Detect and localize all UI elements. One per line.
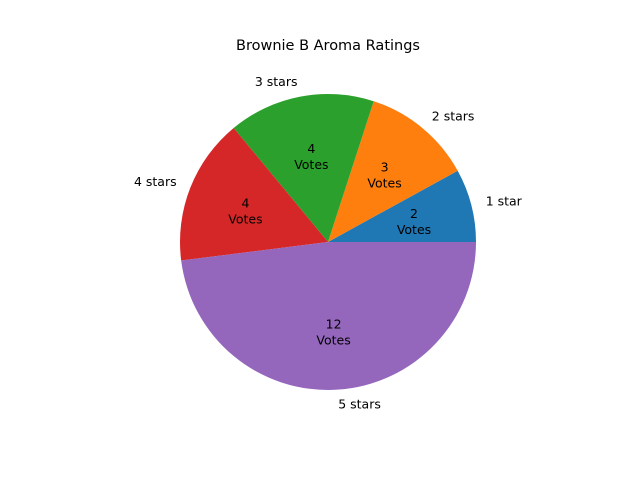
- chart-title: Brownie B Aroma Ratings: [236, 38, 420, 54]
- value-label-1-star: 2 Votes: [397, 206, 431, 237]
- pie-category-labels: 1 star 2 stars 3 stars 4 stars 5 stars: [134, 74, 523, 411]
- category-label-4-stars: 4 stars: [134, 174, 177, 189]
- pie-slice-3-stars: [233, 93, 374, 243]
- value-label-2-stars: 3 Votes: [367, 160, 401, 191]
- value-label-4-stars: 4 Votes: [228, 195, 262, 226]
- value-label-3-stars: 4 Votes: [294, 141, 328, 172]
- pie-slice-4-stars: [180, 127, 328, 261]
- pie-value-labels: 2 Votes 3 Votes 4 Votes 4 Votes 12 Votes: [228, 141, 431, 348]
- category-label-5-stars: 5 stars: [338, 396, 381, 411]
- pie-slices: [180, 93, 477, 390]
- pie-slice-5-stars: [181, 242, 477, 390]
- category-label-2-stars: 2 stars: [432, 109, 475, 124]
- value-label-5-stars: 12 Votes: [316, 317, 350, 348]
- category-label-1-star: 1 star: [486, 194, 523, 209]
- category-label-3-stars: 3 stars: [255, 74, 298, 89]
- pie-slice-1-star: [328, 170, 476, 242]
- pie-slice-2-stars: [328, 101, 458, 243]
